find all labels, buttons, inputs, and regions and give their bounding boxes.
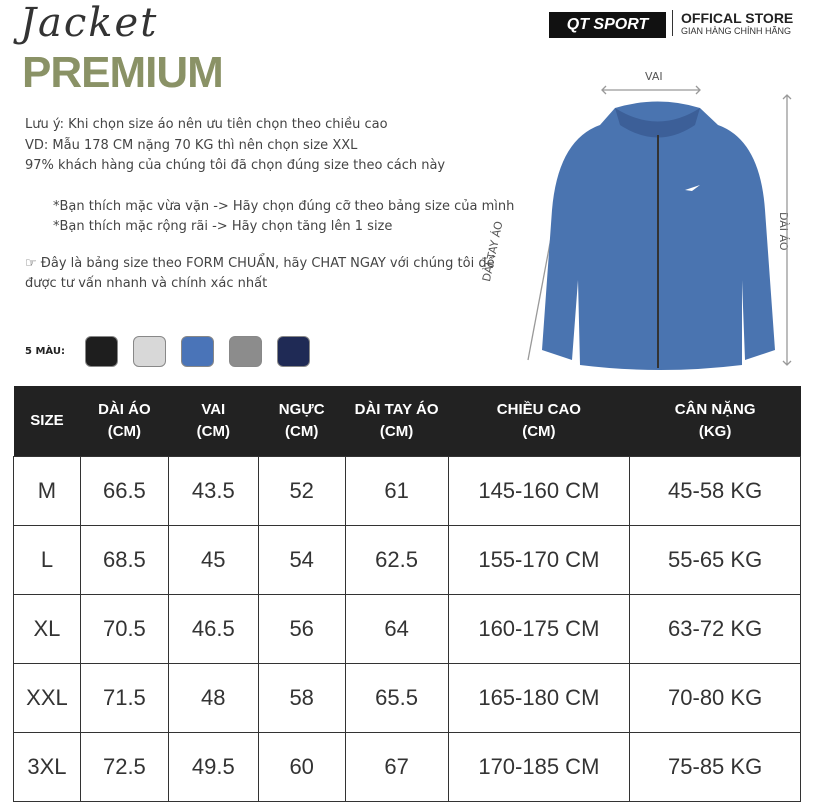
table-row: 3XL 72.5 49.5 60 67 170-185 CM 75-85 KG bbox=[13, 732, 801, 802]
table-cell: 61 bbox=[344, 456, 449, 526]
table-cell: 170-185 CM bbox=[447, 732, 631, 802]
table-cell: L bbox=[13, 525, 81, 595]
jacket-diagram bbox=[527, 85, 792, 370]
table-cell: 67 bbox=[344, 732, 449, 802]
length-arrow bbox=[782, 94, 792, 366]
colors-label: 5 MÀU: bbox=[25, 346, 65, 357]
table-cell: 66.5 bbox=[79, 456, 169, 526]
header-text: VAI bbox=[201, 401, 226, 418]
table-header: SIZE DÀI ÁO (CM) VAI (CM) NGỰC (CM) DÀI TAY ÁO (… bbox=[13, 386, 801, 457]
shoulder-arrow bbox=[601, 85, 701, 95]
table-cell: 55-65 KG bbox=[629, 525, 801, 595]
table-cell: 45-58 KG bbox=[629, 456, 801, 526]
column-header: CÂN NẶNG (KG) bbox=[629, 386, 801, 457]
table-cell: 52 bbox=[257, 456, 346, 526]
table-cell: 165-180 CM bbox=[447, 663, 631, 733]
table-cell: 72.5 bbox=[79, 732, 169, 802]
table-cell: 62.5 bbox=[344, 525, 449, 595]
table-cell: 63-72 KG bbox=[629, 594, 801, 664]
table-cell: 145-160 CM bbox=[447, 456, 631, 526]
header-text: (KG) bbox=[698, 423, 732, 440]
header-text: (CM) bbox=[522, 423, 556, 440]
table-cell: 43.5 bbox=[167, 456, 259, 526]
column-header: DÀI TAY ÁO (CM) bbox=[345, 386, 449, 457]
swatch-light-gray[interactable] bbox=[133, 336, 166, 367]
table-cell: 58 bbox=[257, 663, 346, 733]
header-text: CHIỀU CAO bbox=[496, 401, 581, 418]
table-cell: 70.5 bbox=[79, 594, 169, 664]
table-cell: 48 bbox=[167, 663, 259, 733]
table-cell: 68.5 bbox=[79, 525, 169, 595]
brand-logo: QT SPORT bbox=[549, 12, 666, 38]
table-cell: 64 bbox=[344, 594, 449, 664]
pointing-hand-icon: ☞ bbox=[25, 255, 41, 271]
column-header: CHIỀU CAO (CM) bbox=[448, 386, 630, 457]
header-text: SIZE bbox=[30, 412, 64, 429]
header-text: (CM) bbox=[196, 423, 230, 440]
store-badge: OFFICAL STORE GIAN HÀNG CHÍNH HÃNG bbox=[672, 10, 793, 36]
header-text: CÂN NẶNG bbox=[674, 401, 756, 418]
table-cell: 65.5 bbox=[344, 663, 449, 733]
size-notes: Lưu ý: Khi chọn size áo nên ưu tiên chọn… bbox=[25, 115, 525, 295]
header-text: (CM) bbox=[107, 423, 142, 440]
table-cell: M bbox=[13, 456, 81, 526]
table-cell: 160-175 CM bbox=[447, 594, 631, 664]
table-cell: 71.5 bbox=[79, 663, 169, 733]
tip-loose: *Bạn thích mặc rộng rãi -> Hãy chọn tăng… bbox=[53, 219, 393, 234]
table-cell: 70-80 KG bbox=[629, 663, 801, 733]
table-cell: 3XL bbox=[13, 732, 81, 802]
color-options: 5 MÀU: bbox=[25, 336, 310, 367]
store-subtitle: GIAN HÀNG CHÍNH HÃNG bbox=[681, 26, 792, 36]
table-cell: 45 bbox=[167, 525, 259, 595]
table-row: XL 70.5 46.5 56 64 160-175 CM 63-72 KG bbox=[13, 594, 801, 664]
table-cell: 46.5 bbox=[167, 594, 259, 664]
swatch-gray[interactable] bbox=[229, 336, 262, 367]
swatch-black[interactable] bbox=[85, 336, 118, 367]
table-row: M 66.5 43.5 52 61 145-160 CM 45-58 KG bbox=[13, 456, 801, 526]
size-chart-table: SIZE DÀI ÁO (CM) VAI (CM) NGỰC (CM) DÀI TAY ÁO (… bbox=[13, 386, 801, 802]
header-text: (CM) bbox=[285, 423, 319, 440]
table-row: L 68.5 45 54 62.5 155-170 CM 55-65 KG bbox=[13, 525, 801, 595]
table-cell: XL bbox=[13, 594, 81, 664]
table-cell: 49.5 bbox=[167, 732, 259, 802]
store-title: OFFICAL STORE bbox=[681, 10, 794, 26]
table-cell: 75-85 KG bbox=[629, 732, 801, 802]
column-header: DÀI ÁO (CM) bbox=[80, 386, 169, 457]
note-line: VD: Mẫu 178 CM nặng 70 KG thì nên chọn s… bbox=[25, 137, 358, 153]
table-cell: 155-170 CM bbox=[447, 525, 631, 595]
jacket-script-title: Jacket bbox=[20, 0, 159, 46]
premium-title: PREMIUM bbox=[22, 48, 224, 97]
swatch-navy[interactable] bbox=[277, 336, 310, 367]
swatch-blue[interactable] bbox=[181, 336, 214, 367]
tip-fit: *Bạn thích mặc vừa vặn -> Hãy chọn đúng … bbox=[53, 198, 515, 214]
brand-mark-icon bbox=[685, 185, 700, 191]
shoulder-label: VAI bbox=[645, 70, 663, 83]
header-text: DÀI TAY ÁO bbox=[354, 401, 439, 418]
note-line: 97% khách hàng của chúng tôi đã chọn đún… bbox=[25, 158, 446, 173]
table-row: XXL 71.5 48 58 65.5 165-180 CM 70-80 KG bbox=[13, 663, 801, 733]
table-cell: 54 bbox=[257, 525, 346, 595]
chat-cta: Đây là bảng size theo FORM CHUẨN, hãy CH… bbox=[25, 255, 495, 292]
column-header: VAI (CM) bbox=[168, 386, 259, 457]
table-cell: XXL bbox=[13, 663, 81, 733]
table-cell: 60 bbox=[257, 732, 346, 802]
column-header: NGỰC (CM) bbox=[258, 386, 346, 457]
header-text: (CM) bbox=[379, 423, 414, 440]
note-line: Lưu ý: Khi chọn size áo nên ưu tiên chọn… bbox=[25, 117, 388, 132]
header-text: DÀI ÁO bbox=[98, 401, 151, 418]
header-text: NGỰC bbox=[278, 401, 325, 418]
table-cell: 56 bbox=[257, 594, 346, 664]
column-header: SIZE bbox=[13, 386, 81, 457]
